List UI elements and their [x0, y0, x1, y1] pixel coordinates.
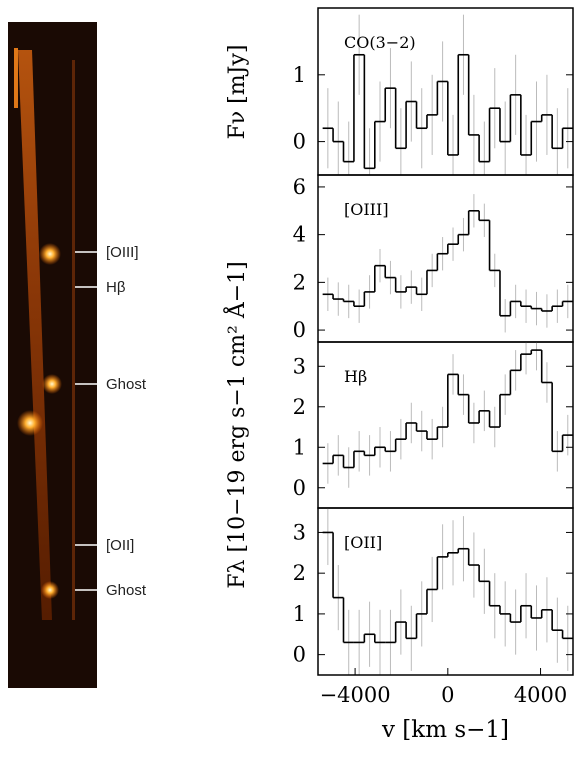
- panel-frame: [317, 507, 574, 676]
- image-label: Hβ: [106, 279, 126, 296]
- spectrum-image: [8, 22, 97, 688]
- x-tick-label: −4000: [320, 683, 391, 707]
- panel: 0 1 2 3 −4000 0 4000 [OII] v [km s−1]: [293, 507, 574, 743]
- panel: 0 2 4 6 [OIII]: [293, 174, 574, 343]
- panel-label: [OIII]: [344, 200, 389, 219]
- plot-area: [322, 194, 573, 333]
- y-tick-label: 1: [293, 602, 306, 626]
- trace-2: [72, 60, 75, 620]
- y-tick-label: 0: [293, 318, 306, 342]
- image-label: Ghost: [106, 376, 147, 393]
- y-tick-label: 2: [293, 561, 306, 585]
- y-axis-label: Fλ [10−19 erg s−1 cm² Å−1]: [222, 261, 250, 588]
- y-tick-label: 2: [293, 395, 306, 419]
- x-tick-label: 4000: [514, 683, 567, 707]
- blob: [41, 581, 59, 599]
- image-label: Ghost: [106, 582, 147, 599]
- panel: 0 1 CO(3−2): [293, 7, 574, 176]
- blob: [42, 374, 62, 394]
- blob: [39, 243, 61, 265]
- y-tick-label: 3: [293, 520, 306, 544]
- panel-label: Hβ: [344, 367, 367, 386]
- y-tick-label: 3: [293, 354, 306, 378]
- y-tick-label: 0: [293, 130, 306, 154]
- x-axis-label: v [km s−1]: [381, 717, 509, 743]
- y-tick-label: 0: [293, 643, 306, 667]
- y-tick-label: 2: [293, 270, 306, 294]
- x-tick-label: 0: [441, 683, 454, 707]
- y-tick-label: 4: [293, 223, 306, 247]
- y-tick-label: 1: [293, 435, 306, 459]
- edge: [14, 48, 18, 108]
- y-tick-label: 1: [293, 63, 306, 87]
- plot-area: [322, 508, 573, 675]
- y-axis-label: Fν [mJy]: [225, 45, 250, 140]
- trace: [18, 50, 52, 620]
- image-label: [OII]: [106, 537, 134, 554]
- y-tick-label: 0: [293, 476, 306, 500]
- panel: 0 1 2 3 Hβ: [293, 341, 574, 509]
- plot-area: [322, 342, 573, 488]
- y-tick-label: 6: [293, 175, 306, 199]
- panel-label: [OII]: [344, 533, 382, 552]
- plot-area: [322, 14, 573, 175]
- panel-label: CO(3−2): [344, 33, 416, 52]
- blob: [17, 410, 43, 436]
- image-label: [OIII]: [106, 244, 139, 261]
